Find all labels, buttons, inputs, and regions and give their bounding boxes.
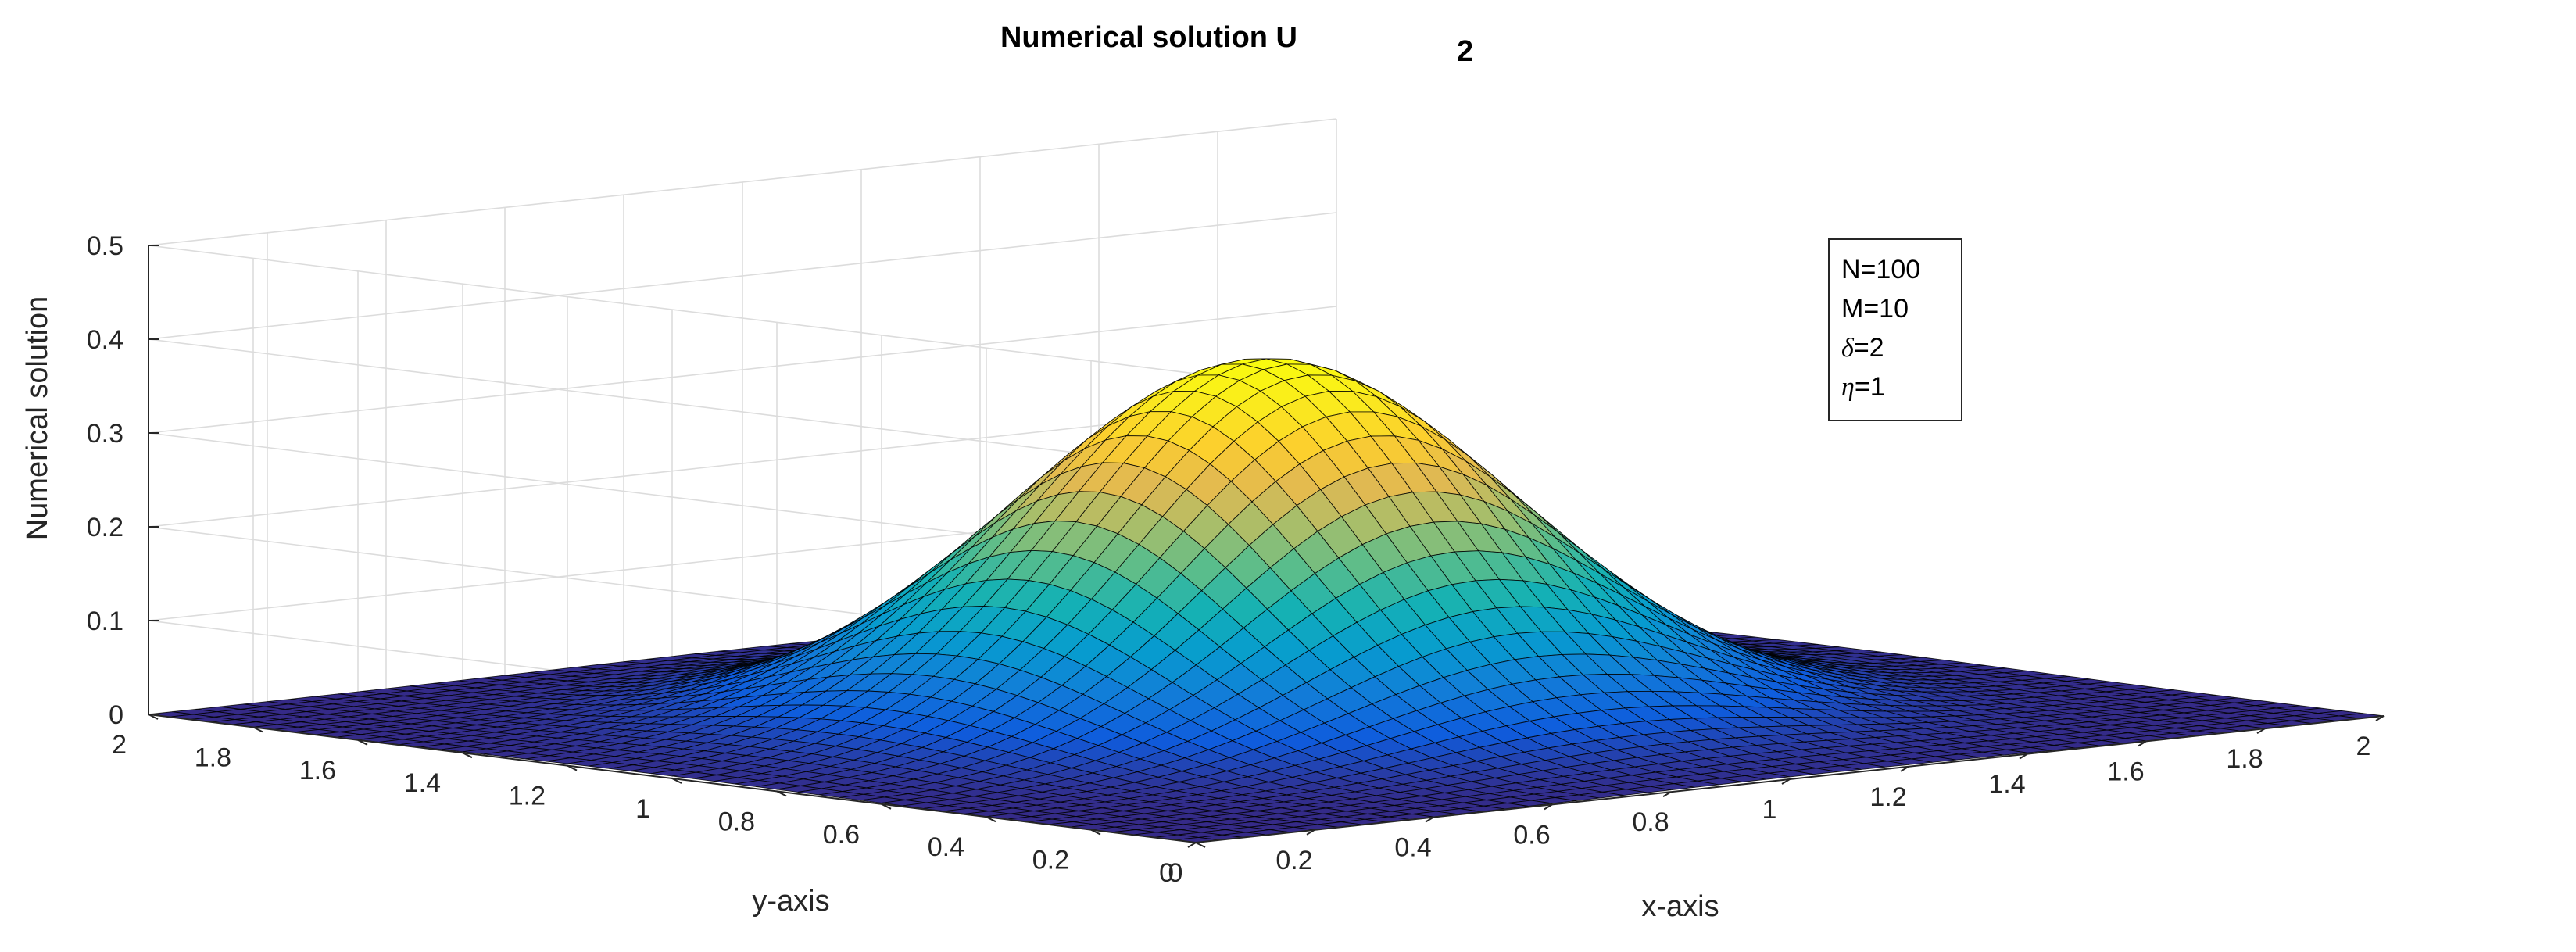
y-tick-label: 0.2 <box>1032 846 1069 875</box>
x-tick-label: 1 <box>1762 795 1777 825</box>
y-axis-label: y-axis <box>752 885 829 918</box>
y-tick-label: 0.4 <box>928 832 964 862</box>
x-tick-label: 0.4 <box>1394 833 1431 863</box>
y-tick-label: 0 <box>1159 858 1174 888</box>
wall-grid-line <box>148 338 1197 468</box>
x-tick-label: 1.2 <box>1869 782 1906 812</box>
legend-box: N=100 M=10 δ=2 η=1 <box>1828 238 1962 421</box>
y-tick <box>462 752 473 759</box>
y-tick-label: 1.8 <box>195 743 231 772</box>
y-tick <box>986 816 996 823</box>
surface-plot <box>148 358 2385 843</box>
y-tick <box>357 739 368 746</box>
y-tick <box>1195 842 1206 848</box>
y-tick-label: 1.6 <box>299 756 336 786</box>
wall-grid-line <box>148 245 1197 374</box>
y-tick-label: 1.4 <box>404 768 441 798</box>
x-tick <box>1662 791 1672 798</box>
x-tick <box>1781 778 1791 785</box>
y-tick <box>671 778 682 784</box>
x-tick-label: 0.8 <box>1632 807 1669 837</box>
legend-eta-symbol: η <box>1841 373 1855 402</box>
wall-grid-line <box>148 212 1337 340</box>
z-tick-label: 0.1 <box>87 607 123 636</box>
legend-delta-symbol: δ <box>1841 334 1855 363</box>
z-tick-label: 0.2 <box>87 513 123 542</box>
x-tick <box>1544 803 1553 811</box>
y-tick <box>1090 829 1101 836</box>
y-tick <box>567 764 578 771</box>
z-tick-label: 0.3 <box>87 419 123 449</box>
x-tick <box>2138 740 2147 747</box>
z-tick-label: 0.4 <box>87 325 123 355</box>
x-axis-label: x-axis <box>1641 890 1719 923</box>
y-tick <box>776 790 787 797</box>
chart-title-subscript: 2 <box>1457 35 1473 68</box>
legend-line-3: δ=2 <box>1841 333 1884 363</box>
x-tick-label: 1.6 <box>2107 757 2144 786</box>
z-axis-label: Numerical solution <box>21 296 54 541</box>
x-tick <box>1900 765 1909 772</box>
y-tick <box>252 726 263 733</box>
x-tick <box>2019 753 2028 760</box>
z-tick-label: 0.5 <box>87 231 123 261</box>
x-tick-label: 2 <box>2356 732 2371 761</box>
z-tick-label: 0 <box>109 700 123 730</box>
x-tick-label: 1.8 <box>2226 744 2263 774</box>
y-tick-label: 0.8 <box>718 807 755 836</box>
legend-line-2: M=10 <box>1841 294 1909 324</box>
y-tick-label: 1 <box>635 794 650 824</box>
x-tick <box>1425 816 1434 823</box>
x-tick-label: 1.4 <box>1988 770 2025 800</box>
legend-line-4: η=1 <box>1841 372 1885 402</box>
x-tick <box>1306 829 1315 836</box>
axes: 0 0.2 0.4 0.6 0.8 1 1.2 1.4 1.6 1.8 200.20.40.60.8… <box>87 231 2385 888</box>
legend-line-1: N=100 <box>1841 255 1920 285</box>
wall-grid-line <box>148 306 1337 434</box>
legend-frame <box>1828 238 1962 421</box>
x-tick-label: 0 <box>1168 858 1183 888</box>
x-tick <box>2256 728 2266 735</box>
x-tick-label: 0.2 <box>1275 846 1312 875</box>
y-tick-label: 1.2 <box>509 782 546 811</box>
y-tick-label: 2 <box>112 730 127 760</box>
y-tick-label: 0.6 <box>823 820 860 850</box>
y-tick <box>881 803 892 810</box>
wall-grid-line <box>148 118 1337 246</box>
x-tick <box>1187 842 1197 848</box>
x-tick <box>2375 715 2385 721</box>
x-tick-label: 0.6 <box>1513 820 1550 850</box>
chart-title: Numerical solution U <box>1000 21 1297 54</box>
